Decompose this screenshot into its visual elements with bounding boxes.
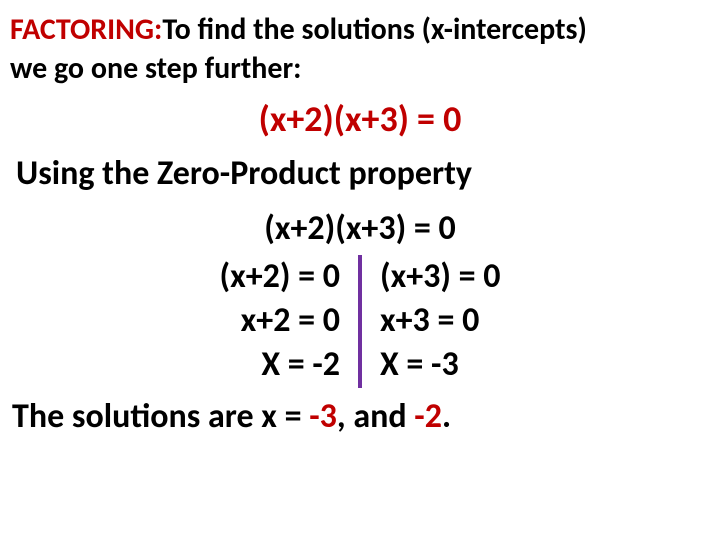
left-step-3: X = -2 — [261, 343, 340, 387]
factoring-label: FACTORING: — [10, 11, 162, 48]
right-column: (x+3) = 0 x+3 = 0 X = -3 — [362, 255, 519, 388]
solution-value-1: -3 — [309, 396, 337, 437]
left-column: (x+2) = 0 x+2 = 0 X = -2 — [201, 255, 358, 388]
left-step-1: (x+2) = 0 — [219, 255, 340, 299]
left-step-2: x+2 = 0 — [241, 299, 340, 343]
right-step-2: x+3 = 0 — [380, 299, 479, 343]
subheader: we go one step further: — [10, 50, 710, 87]
solutions-prefix: The solutions are x = — [12, 396, 309, 437]
equation-main: (x+2)(x+3) = 0 — [10, 97, 710, 141]
right-step-1: (x+3) = 0 — [380, 255, 501, 299]
solutions-suffix: . — [442, 396, 451, 437]
equation-top: (x+2)(x+3) = 0 — [10, 208, 710, 249]
right-step-3: X = -3 — [380, 343, 459, 387]
solutions-line: The solutions are x = -3, and -2. — [10, 396, 710, 437]
header-line: FACTORING:To find the solutions (x-inter… — [10, 12, 710, 48]
solutions-separator: , and — [337, 396, 414, 437]
solution-value-2: -2 — [414, 396, 442, 437]
split-container: (x+2) = 0 x+2 = 0 X = -2 (x+3) = 0 x+3 =… — [10, 255, 710, 388]
header-text: To find the solutions (x-intercepts) — [162, 11, 587, 48]
zero-product-property: Using the Zero-Product property — [10, 153, 710, 194]
